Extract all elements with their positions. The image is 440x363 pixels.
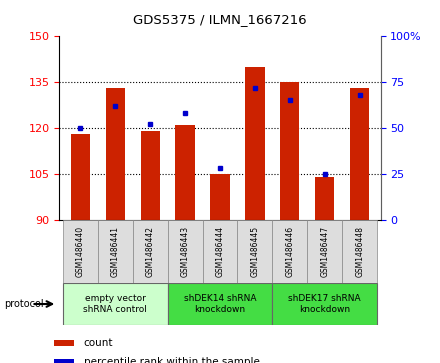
Text: protocol: protocol [4, 299, 44, 309]
Text: GDS5375 / ILMN_1667216: GDS5375 / ILMN_1667216 [133, 13, 307, 26]
Text: percentile rank within the sample: percentile rank within the sample [84, 357, 260, 363]
Text: shDEK17 shRNA
knockdown: shDEK17 shRNA knockdown [289, 294, 361, 314]
Bar [342, 220, 377, 283]
Bar [238, 220, 272, 283]
Text: GSM1486442: GSM1486442 [146, 226, 155, 277]
Bar [272, 283, 377, 325]
Bar [315, 177, 334, 220]
Bar [307, 220, 342, 283]
Text: count: count [84, 338, 113, 348]
Bar [106, 88, 125, 220]
Text: GSM1486445: GSM1486445 [250, 226, 260, 277]
Bar [176, 125, 194, 220]
Text: GSM1486440: GSM1486440 [76, 226, 85, 277]
Bar [71, 134, 90, 220]
Bar [63, 283, 168, 325]
Text: GSM1486448: GSM1486448 [355, 226, 364, 277]
Bar [168, 220, 202, 283]
Text: GSM1486441: GSM1486441 [111, 226, 120, 277]
Text: GSM1486447: GSM1486447 [320, 226, 329, 277]
Bar [350, 88, 369, 220]
Text: GSM1486443: GSM1486443 [180, 226, 190, 277]
Bar [168, 283, 272, 325]
Bar [133, 220, 168, 283]
Text: GSM1486446: GSM1486446 [285, 226, 294, 277]
Bar [63, 220, 98, 283]
Bar [246, 67, 264, 220]
Bar [210, 174, 230, 220]
Bar [140, 131, 160, 220]
Bar [54, 359, 74, 363]
Text: shDEK14 shRNA
knockdown: shDEK14 shRNA knockdown [184, 294, 256, 314]
Text: GSM1486444: GSM1486444 [216, 226, 224, 277]
Bar [202, 220, 238, 283]
Bar [98, 220, 133, 283]
Bar [272, 220, 307, 283]
Text: empty vector
shRNA control: empty vector shRNA control [83, 294, 147, 314]
Bar [54, 340, 74, 346]
Bar [280, 82, 300, 220]
